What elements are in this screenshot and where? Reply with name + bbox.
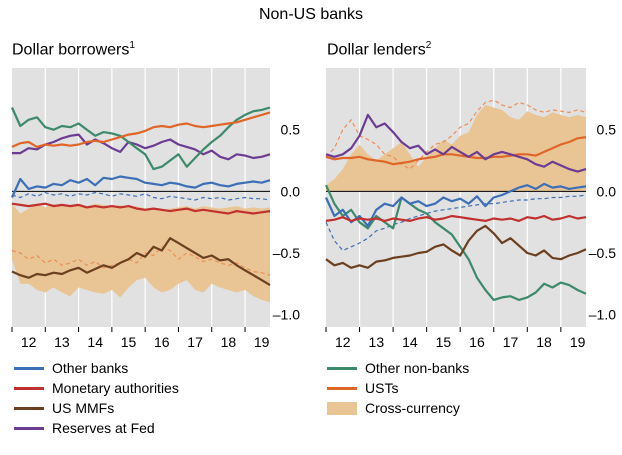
legend-item-us-mmfs: US MMFs [14,398,179,418]
x-tick-label: 12 [21,334,37,350]
left-panel-footnote-mark: 1 [129,40,135,51]
legend-label-cross-currency: Cross-currency [365,400,460,416]
unlabelled-dashed-series-line [325,194,587,252]
x-tick-label: 13 [369,334,385,350]
legend-swatch-usts [327,386,357,390]
y-tick-label: 0.5 [597,122,617,138]
legend-label-reserves-at-fed: Reserves at Fed [52,420,155,436]
legend-left: Other banks Monetary authorities US MMFs… [14,358,179,438]
unlabelled-dashed-series-line [11,192,271,201]
unlabelled-series-line [325,224,587,269]
left-panel-title-text: Dollar borrowers [12,41,130,59]
unlabelled-dashed-series-line [325,99,587,170]
unlabelled-dashed-series-line [11,246,271,276]
x-tick-label: 15 [436,334,452,350]
x-tick-label: 19 [570,334,586,350]
cross-currency-area [12,203,270,303]
unlabelled-series-line [325,113,587,173]
x-tick-label: 14 [402,334,418,350]
y-tick-label: 0.0 [597,183,617,199]
x-tick-label: 16 [469,334,485,350]
right-panel-title-text: Dollar lenders [327,41,426,59]
legend-swatch-cross-currency [327,401,357,415]
right-panel-footnote-mark: 2 [425,40,432,51]
reserves-at-fed-series-line [12,133,271,161]
other-banks-series-line [10,175,271,198]
usts-series-line [325,136,587,166]
x-tick-label: 16 [154,334,170,350]
legend-label-other-banks: Other banks [52,360,129,376]
monetary-authorities-series-line [11,202,271,215]
legend-item-other-non-banks: Other non-banks [327,358,469,378]
y-tick-label: –0.5 [589,245,616,261]
legend-item-usts: USTs [327,378,469,398]
unlabelled-series-line [325,214,587,222]
legend-right: Other non-banks USTs Cross-currency [327,358,469,418]
x-tick-label: 18 [536,334,552,350]
panel-right: 12 13 14 15 16 17 18 19 0.5 0.0 –0.5 –1.0 [324,68,617,350]
y-tick-label: 0.0 [281,183,301,199]
other-non-banks-series-line [324,184,587,301]
legend-item-other-banks: Other banks [14,358,179,378]
legend-swatch-other-banks [14,366,44,370]
x-tick-label: 13 [54,334,70,350]
left-panel-title: Dollar borrowers1 [12,40,135,59]
unlabelled-series-line [11,111,271,148]
legend-swatch-monetary-authorities [14,386,44,390]
legend-label-other-non-banks: Other non-banks [365,360,470,376]
legend-item-reserves-at-fed: Reserves at Fed [14,418,179,438]
figure-title: Non-US banks [258,6,364,23]
legend-item-cross-currency: Cross-currency [327,398,469,418]
y-tick-label: –0.5 [273,245,300,261]
legend-swatch-reserves-at-fed [14,426,44,430]
x-tick-label: 19 [254,334,270,350]
x-tick-label: 18 [221,334,237,350]
legend-label-monetary-authorities: Monetary authorities [52,380,179,396]
plot-background [326,68,586,327]
x-tick-label: 14 [87,334,103,350]
legend-swatch-us-mmfs [14,406,44,410]
legend-swatch-other-non-banks [327,366,357,370]
panel-left: 12 13 14 15 16 17 18 19 0.5 0.0 –0.5 –1.0 [10,68,301,350]
right-panel-title: Dollar lenders2 [327,40,431,59]
x-tick-label: 15 [121,334,137,350]
legend-label-usts: USTs [365,380,399,396]
unlabelled-series-line [10,106,271,171]
y-tick-label: –1.0 [273,307,300,323]
legend-label-us-mmfs: US MMFs [52,400,115,416]
y-tick-label: 0.5 [281,122,301,138]
x-tick-label: 12 [335,334,351,350]
y-tick-label: –1.0 [589,307,616,323]
legend-item-monetary-authorities: Monetary authorities [14,378,179,398]
unlabelled-series-line [324,182,587,227]
x-tick-label: 17 [187,334,203,350]
x-tick-label: 17 [503,334,519,350]
us-mmfs-series-line [11,237,271,287]
